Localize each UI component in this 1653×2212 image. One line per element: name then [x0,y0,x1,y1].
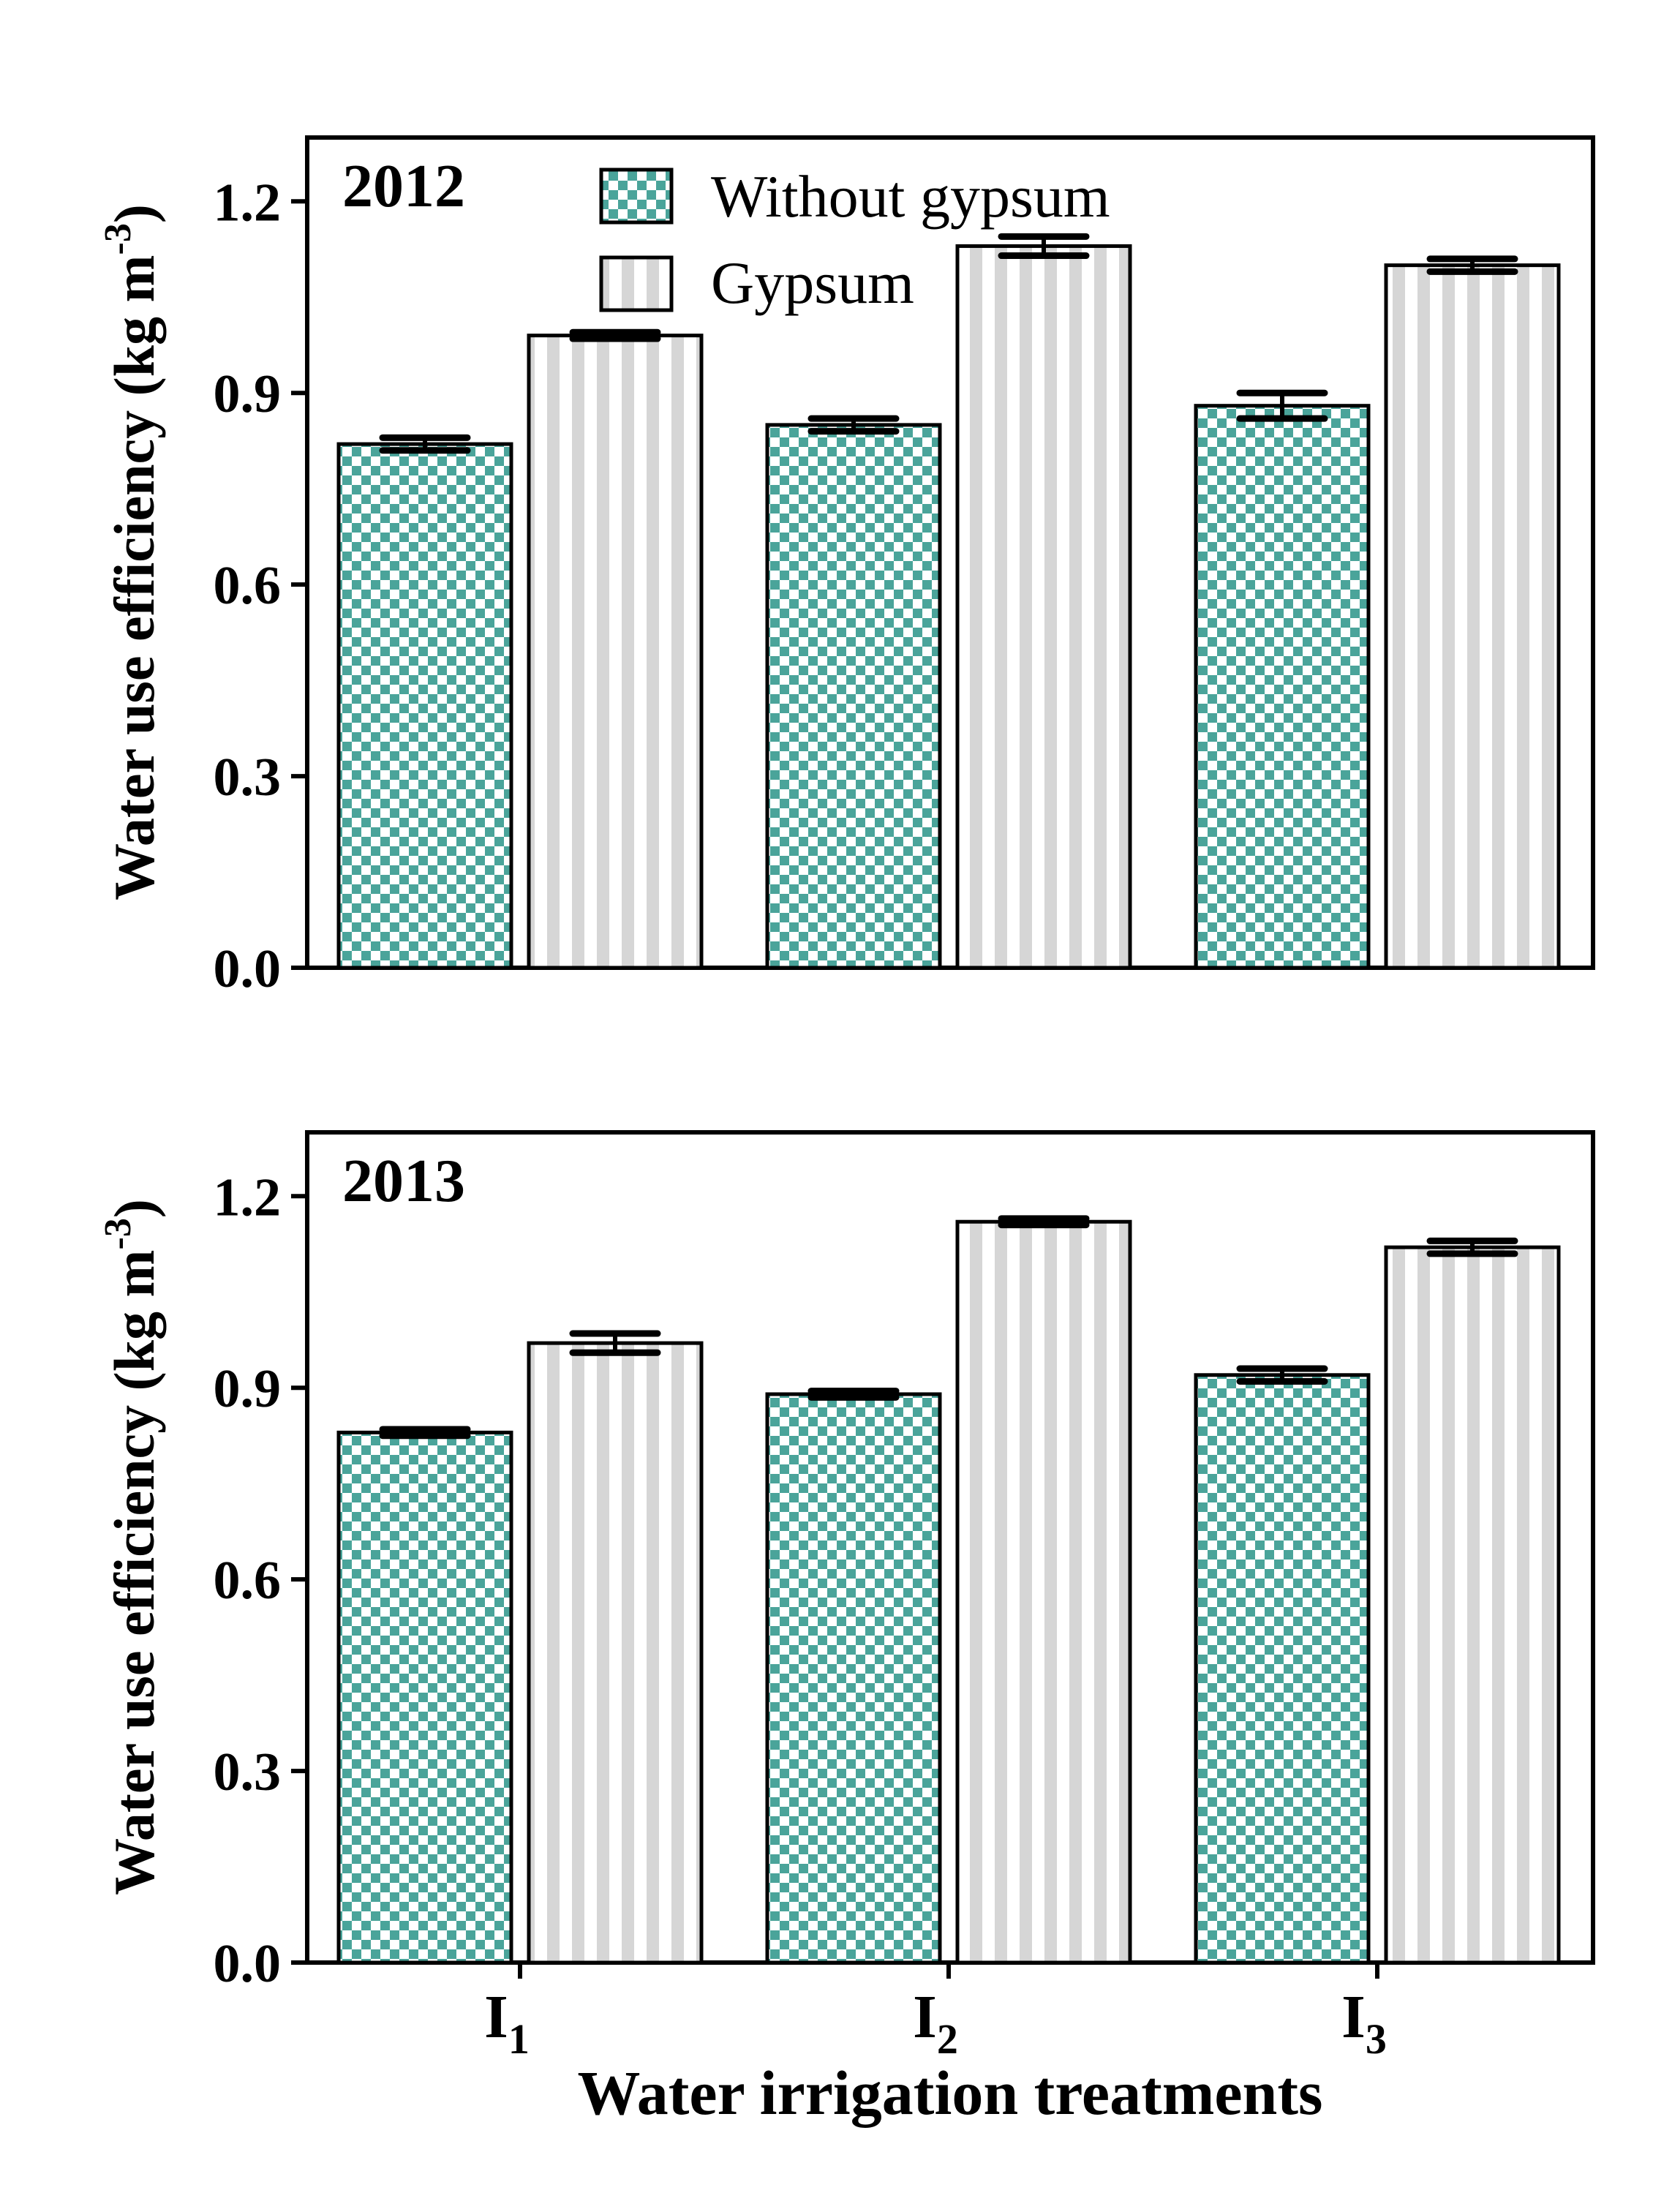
panel-title: 2013 [342,1147,465,1215]
bar-without-gypsum [765,1392,942,1965]
y-tick-label: 0.3 [214,1742,282,1802]
x-tick-label: I3 [1341,1983,1387,2063]
chart-panel-2012: 0.0 0.3 0.6 0.9 1.2 2012 Without gypsum Gyps… [97,135,1595,999]
y-tick-label: 0.0 [214,1934,282,1994]
y-tick-label: 0.0 [214,939,282,999]
x-tick-label: I1 [484,1983,530,2063]
legend-swatch-gypsum [599,255,674,312]
bar-gypsum [955,1219,1132,1965]
x-tick-label: I2 [913,1983,958,2063]
bar-gypsum [1384,263,1561,970]
x-tick-labels: I1 I2 I3 [484,1983,1387,2063]
plot-frame [305,135,1595,970]
y-tick-label: 0.6 [214,556,282,616]
y-tick-label: 0.6 [214,1551,282,1611]
bar-without-gypsum [336,442,513,970]
legend-label-gypsum: Gypsum [711,249,914,316]
panel-title: 2012 [342,152,465,220]
bar-gypsum [527,1341,704,1965]
bar-without-gypsum [336,1430,513,1965]
bars [336,233,1561,970]
y-tick-label: 0.9 [214,364,282,424]
bar-gypsum [1384,1245,1561,1965]
legend-swatch-without-gypsum [599,168,674,225]
bar-gypsum [527,334,704,970]
bar-without-gypsum [1194,404,1371,970]
bars [336,1215,1561,1965]
y-axis-label: Water use efficiency (kg m-3) [97,1199,166,1895]
y-ticks: 0.0 0.3 0.6 0.9 1.2 [214,173,307,999]
chart-panel-2013: 0.0 0.3 0.6 0.9 1.2 2013 Water use efficienc… [97,1130,1595,1994]
y-ticks: 0.0 0.3 0.6 0.9 1.2 [214,1167,1379,1994]
bar-gypsum [955,244,1132,970]
y-tick-label: 1.2 [214,1167,282,1227]
y-tick-label: 0.9 [214,1359,282,1419]
y-axis-label: Water use efficiency (kg m-3) [97,204,166,900]
bar-without-gypsum [765,423,942,970]
y-tick-label: 1.2 [214,173,282,233]
legend: Without gypsum Gypsum [599,163,1110,316]
x-axis-title: Water irrigation treatments [578,2058,1323,2128]
y-tick-label: 0.3 [214,748,282,808]
legend-label-without-gypsum: Without gypsum [711,163,1110,230]
x-axis: I1 I2 I3 Water irrigation treatments [484,1983,1387,2128]
bar-without-gypsum [1194,1373,1371,1965]
